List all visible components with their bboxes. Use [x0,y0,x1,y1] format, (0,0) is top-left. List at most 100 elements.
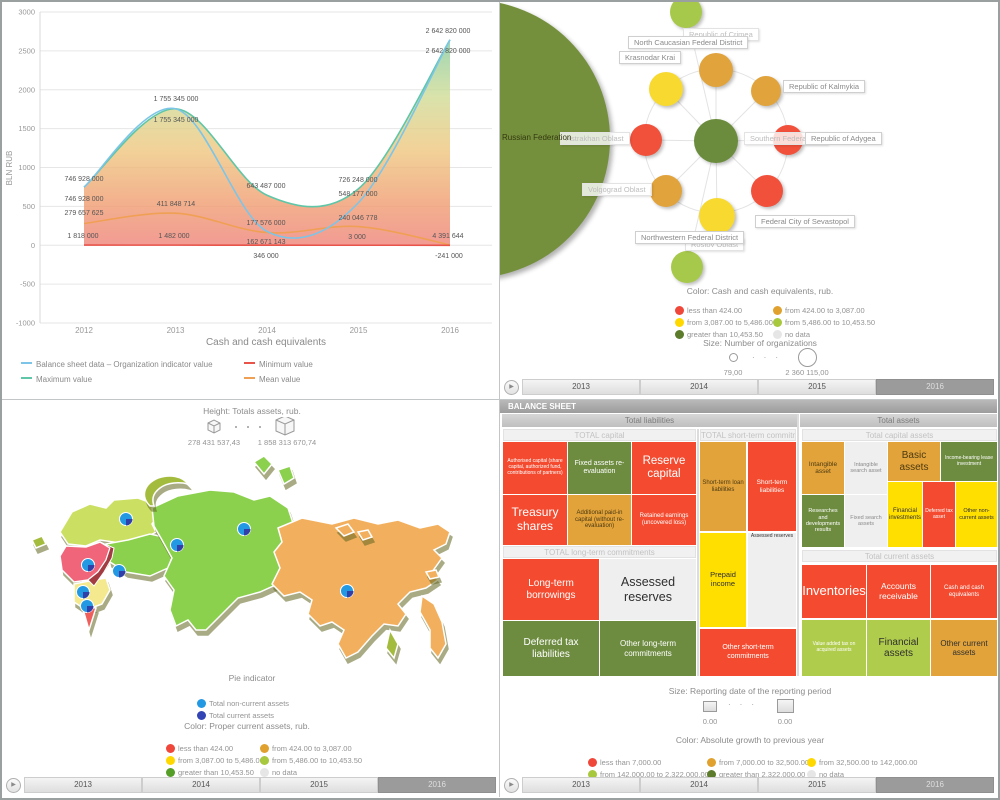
node-krasnodar-krai[interactable] [649,72,683,106]
tile-intangible-asset[interactable]: Intangible asset [802,442,844,494]
chart-legend-item[interactable]: Mean value [244,369,300,387]
tile-value-added-tax-on-acquired-assets[interactable]: Value added tax on acquired assets [802,620,866,676]
legend-item[interactable]: from 32,500.00 to 142,000.00 [807,752,917,770]
tile-fixed-assets-re-evaluation[interactable]: Fixed assets re-evaluation [568,442,631,494]
timeline-year-2013[interactable]: 2013 [522,777,640,793]
map-region-fareast[interactable] [271,517,451,659]
tile-inventories[interactable]: Inventories [802,565,866,618]
tile-fixed-search-assets[interactable]: Fixed search assets [845,495,887,547]
map-island-e3[interactable] [424,569,441,580]
tile-authorised-capital-share-capital-authori[interactable]: Authorised capital (share capital, autho… [503,442,567,494]
tile-income-bearing-lease-investment[interactable]: Income-bearing lease investment [941,442,997,481]
legend-item[interactable]: less than 7,000.00 [588,752,661,770]
timeline-year-2013[interactable]: 2013 [24,777,142,793]
legend-item[interactable]: from 424.00 to 3,087.00 [773,300,865,318]
map-pie-marker[interactable] [80,599,94,613]
map-region-kamchatka[interactable] [419,594,447,660]
timeline-play-button[interactable]: ▶ [504,778,519,793]
map-pie-marker[interactable] [340,584,354,598]
map-pie-marker[interactable] [112,564,126,578]
tile-additional-paid-in-capital-without-re-ev[interactable]: Additional paid-in capital (without re-e… [568,495,631,545]
timeline-year-2015[interactable]: 2015 [758,379,876,395]
map-pie-marker[interactable] [81,558,95,572]
tile-intangible-search-asset[interactable]: Intangible search asset [845,442,887,494]
timeline-year-2014[interactable]: 2014 [640,777,758,793]
tile-financial-assets[interactable]: Financial assets [867,620,930,676]
timeline-year-2016[interactable]: 2016 [378,777,496,793]
node-southern-federal-district[interactable] [694,119,738,163]
legend-item[interactable]: no data [260,762,297,780]
legend-item[interactable]: from 424.00 to 3,087.00 [260,738,352,756]
tile-retained-earnings-uncovered-loss-[interactable]: Retained earnings (uncovered loss) [632,495,696,545]
node-volgograd-oblast[interactable] [650,175,682,207]
map-pie-marker[interactable] [76,585,90,599]
timeline-year-2015[interactable]: 2015 [758,777,876,793]
timeline-year-2014[interactable]: 2014 [640,379,758,395]
tile-other-long-term-commitments[interactable]: Other long-term commitments [600,621,696,676]
tile-reserve-capital[interactable]: Reserve capital [632,442,696,494]
node-republic-of-crimea[interactable] [670,2,702,28]
map-island-north2[interactable] [276,465,295,486]
timeline-play-button[interactable]: ▶ [6,778,21,793]
map-island-north1[interactable] [252,455,274,476]
tile-accounts-receivable[interactable]: Accounts receivable [867,565,930,618]
tile-prepaid-income[interactable]: Prepaid income [700,533,746,627]
tile-treasury-shares[interactable]: Treasury shares [503,495,567,545]
node-republic-of-kalmykia[interactable] [751,76,781,106]
tile-short-term-liabilities[interactable]: Short-term liabilities [748,442,796,531]
legend-item[interactable]: from 3,087.00 to 5,486.00 [166,750,264,768]
node-northwestern-federal-district[interactable] [671,251,703,283]
map-island-sakhalin[interactable] [385,627,399,660]
legend-item[interactable]: from 3,087.00 to 5,486.00 [675,312,773,330]
chart-legend-item[interactable]: Minimum value [244,354,313,372]
tile-long-term-borrowings[interactable]: Long-term borrowings [503,559,599,620]
legend-item[interactable]: greater than 10,453.50 [166,762,254,780]
tile-cash-and-cash-equivalents[interactable]: Cash and cash equivalents [931,565,997,618]
legend-item[interactable]: from 5,486.00 to 10,453.50 [773,312,875,330]
node-federal-city-of-sevastopol[interactable] [751,175,783,207]
tile-researches-and-developments-results[interactable]: Researches and developments results [802,495,844,547]
tile-other-short-term-commitments[interactable]: Other short-term commitments [700,629,796,676]
map-island-e2[interactable] [356,529,374,541]
timeline-year-2013[interactable]: 2013 [522,379,640,395]
tile-other-non-current-assets[interactable]: Other non-current assets [956,482,997,547]
node-astrakhan-oblast[interactable] [630,124,662,156]
node-rostov-oblast[interactable] [699,198,735,234]
node-north-caucasian-federal-district[interactable] [699,53,733,87]
map-island-w[interactable] [30,535,48,549]
russia-3d-map[interactable] [2,400,499,797]
pie-legend-item[interactable]: Total non-current assets [197,693,289,711]
legend-item[interactable]: less than 424.00 [675,300,742,318]
map-pie-marker[interactable] [170,538,184,552]
legend-item[interactable]: from 7,000.00 to 32,500.00 [707,752,809,770]
chart-legend-item[interactable]: Balance sheet data – Organization indica… [21,354,213,372]
tile-assessed-reserves[interactable]: Assessed reserves [748,533,796,627]
tile-assessed-reserves[interactable]: Assessed reserves [600,559,696,620]
balance-line-chart[interactable]: 3000 2500 2000 1500 1000 500 0 -500 -1000 746 928… [2,2,499,350]
legend-item[interactable]: greater than 2,322,000.00 [707,764,805,782]
timeline-year-2014[interactable]: 2014 [142,777,260,793]
tile-deferred-tax-asset[interactable]: Deferred tax asset [923,482,955,547]
timeline-year-2016[interactable]: 2016 [876,777,994,793]
tile-deferred-tax-liabilities[interactable]: Deferred tax liabilities [503,621,599,676]
legend-item[interactable]: from 142,000.00 to 2,322,000.00 [588,764,709,782]
legend-item[interactable]: from 5,486.00 to 10,453.50 [260,750,362,768]
tile-financial-investments[interactable]: Financial investments [888,482,922,547]
legend-item[interactable]: no data [773,324,810,342]
map-pie-marker[interactable] [237,522,251,536]
tile-basic-assets[interactable]: Basic assets [888,442,940,481]
tile-other-current-assets[interactable]: Other current assets [931,620,997,676]
map-pie-marker[interactable] [119,512,133,526]
tile-short-term-loan-liabilities[interactable]: Short-term loan liabilities [700,442,746,531]
pie-legend-item[interactable]: Total current assets [197,705,274,723]
chart-legend-item[interactable]: Maximum value [21,369,92,387]
timeline-year-2015[interactable]: 2015 [260,777,378,793]
map-region-siberia[interactable] [151,489,295,631]
legend-item[interactable]: less than 424.00 [166,738,233,756]
map-island-e1[interactable] [334,523,356,537]
timeline-play-button[interactable]: ▶ [504,380,519,395]
timeline-year-2016[interactable]: 2016 [876,379,994,395]
map-island-arc[interactable] [143,475,190,507]
legend-item[interactable]: greater than 10,453.50 [675,324,763,342]
legend-item[interactable]: no data [807,764,844,782]
